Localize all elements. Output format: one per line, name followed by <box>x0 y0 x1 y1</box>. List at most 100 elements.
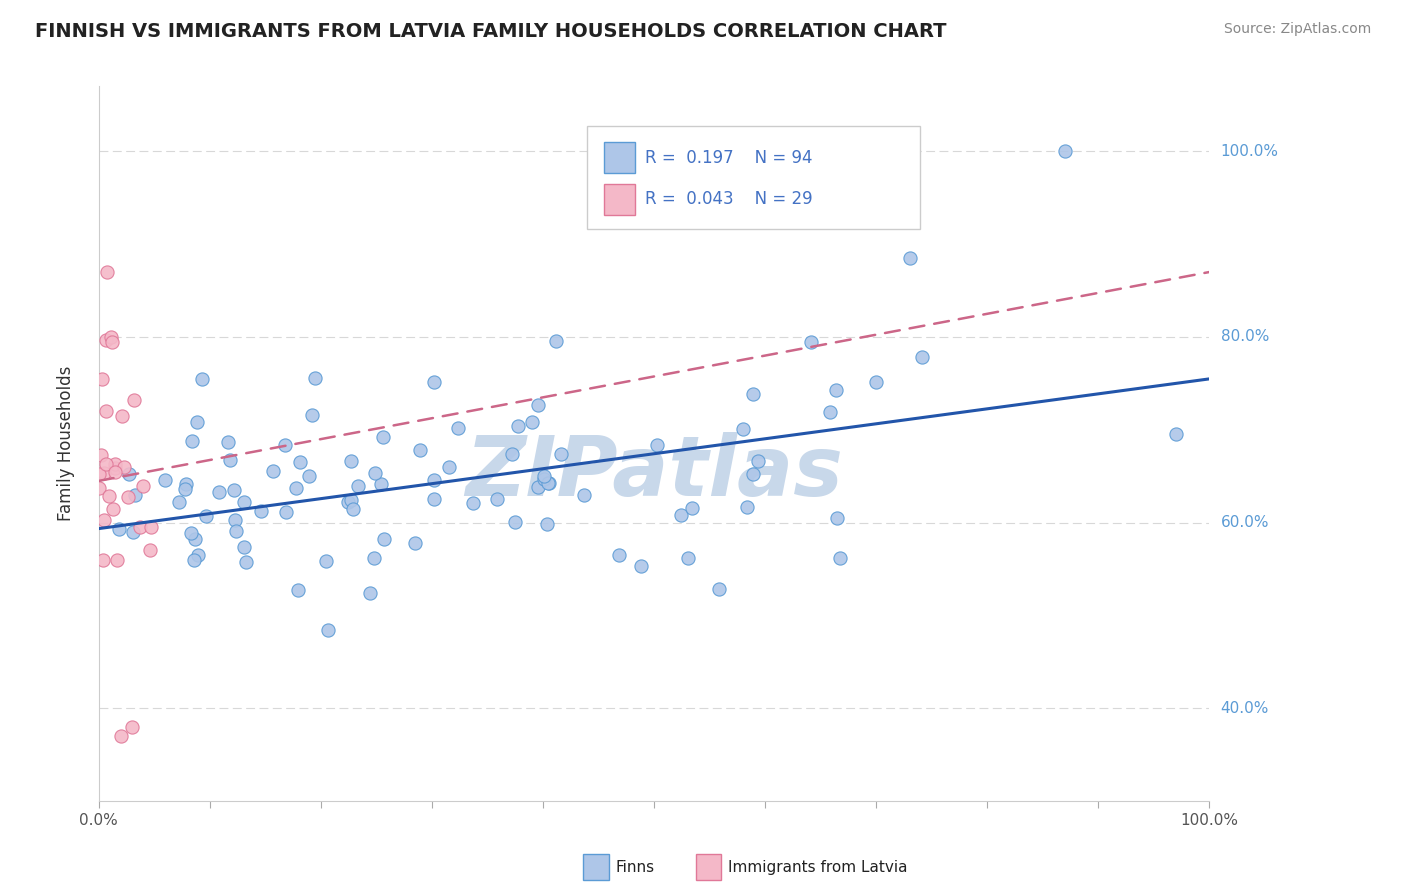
Point <box>105 553 128 567</box>
Point <box>121 720 143 734</box>
Point <box>96 333 118 347</box>
Point <box>274 437 297 451</box>
Point <box>93 513 115 527</box>
Point <box>741 467 763 482</box>
Point <box>340 454 363 468</box>
Point <box>645 438 668 452</box>
Point <box>122 392 145 407</box>
Point <box>315 554 337 568</box>
Point <box>222 483 245 497</box>
Point <box>911 350 934 364</box>
Point <box>533 472 555 486</box>
Point <box>91 553 114 567</box>
Point <box>800 335 823 350</box>
Text: 40.0%: 40.0% <box>1220 701 1268 715</box>
Point <box>527 398 550 412</box>
Text: R =  0.043    N = 29: R = 0.043 N = 29 <box>645 190 813 209</box>
Point <box>630 558 652 573</box>
Point <box>537 476 560 491</box>
Point <box>195 509 218 524</box>
Point <box>100 330 122 344</box>
Point <box>217 435 239 450</box>
Point <box>224 513 246 527</box>
Point <box>174 477 197 491</box>
Point <box>225 524 247 538</box>
Point <box>408 442 430 457</box>
Point <box>96 265 118 279</box>
Point <box>297 468 319 483</box>
Point <box>550 447 572 461</box>
Text: Source: ZipAtlas.com: Source: ZipAtlas.com <box>1223 22 1371 37</box>
Point <box>824 384 846 398</box>
Point <box>522 415 544 429</box>
Point <box>820 405 842 419</box>
Point <box>111 409 134 423</box>
Point <box>508 419 530 434</box>
Point <box>544 334 567 348</box>
Point <box>359 586 381 600</box>
Point <box>124 487 146 501</box>
Point <box>304 371 326 385</box>
Point <box>87 482 110 496</box>
Point <box>285 481 308 495</box>
Point <box>132 478 155 492</box>
Point <box>423 473 446 487</box>
Point <box>104 465 127 479</box>
Point <box>104 457 127 471</box>
Point <box>505 516 527 530</box>
Point <box>180 525 202 540</box>
Text: 100.0%: 100.0% <box>1220 144 1278 159</box>
Point <box>191 372 214 386</box>
Point <box>277 808 299 822</box>
Point <box>89 467 111 481</box>
Point <box>342 502 364 516</box>
Point <box>572 488 595 502</box>
Point <box>186 415 208 429</box>
Point <box>117 490 139 504</box>
Point <box>339 493 361 508</box>
Point <box>98 489 121 503</box>
Point <box>669 508 692 523</box>
Point <box>347 479 370 493</box>
Text: FINNISH VS IMMIGRANTS FROM LATVIA FAMILY HOUSEHOLDS CORRELATION CHART: FINNISH VS IMMIGRANTS FROM LATVIA FAMILY… <box>35 22 946 41</box>
Point <box>1164 427 1187 442</box>
Point <box>373 430 395 444</box>
Point <box>301 408 323 422</box>
Point <box>183 553 205 567</box>
Y-axis label: Family Households: Family Households <box>58 366 75 522</box>
Point <box>486 492 509 507</box>
Point <box>737 500 759 514</box>
Point <box>208 485 231 500</box>
Point <box>108 522 131 536</box>
Point <box>437 459 460 474</box>
Point <box>731 422 754 436</box>
Point <box>747 454 769 468</box>
Point <box>110 729 132 743</box>
Text: 60.0%: 60.0% <box>1220 516 1270 530</box>
Point <box>373 532 395 546</box>
Point <box>187 548 209 562</box>
Point <box>180 434 202 449</box>
Point <box>233 540 256 554</box>
Point <box>104 460 127 475</box>
Point <box>423 375 446 389</box>
Point <box>676 551 699 566</box>
Point <box>262 464 284 478</box>
Point <box>233 495 256 509</box>
Point <box>94 404 117 418</box>
Point <box>167 495 190 509</box>
Point <box>825 510 848 524</box>
Point <box>364 467 387 481</box>
Point <box>370 477 392 491</box>
Point <box>184 532 207 546</box>
Point <box>537 475 560 490</box>
Point <box>93 467 115 481</box>
Point <box>533 469 555 483</box>
Point <box>707 582 730 596</box>
Point <box>461 496 484 510</box>
Point <box>287 583 309 598</box>
Point <box>112 460 135 475</box>
Point <box>274 505 297 519</box>
Point <box>129 520 152 534</box>
Point <box>741 386 763 401</box>
